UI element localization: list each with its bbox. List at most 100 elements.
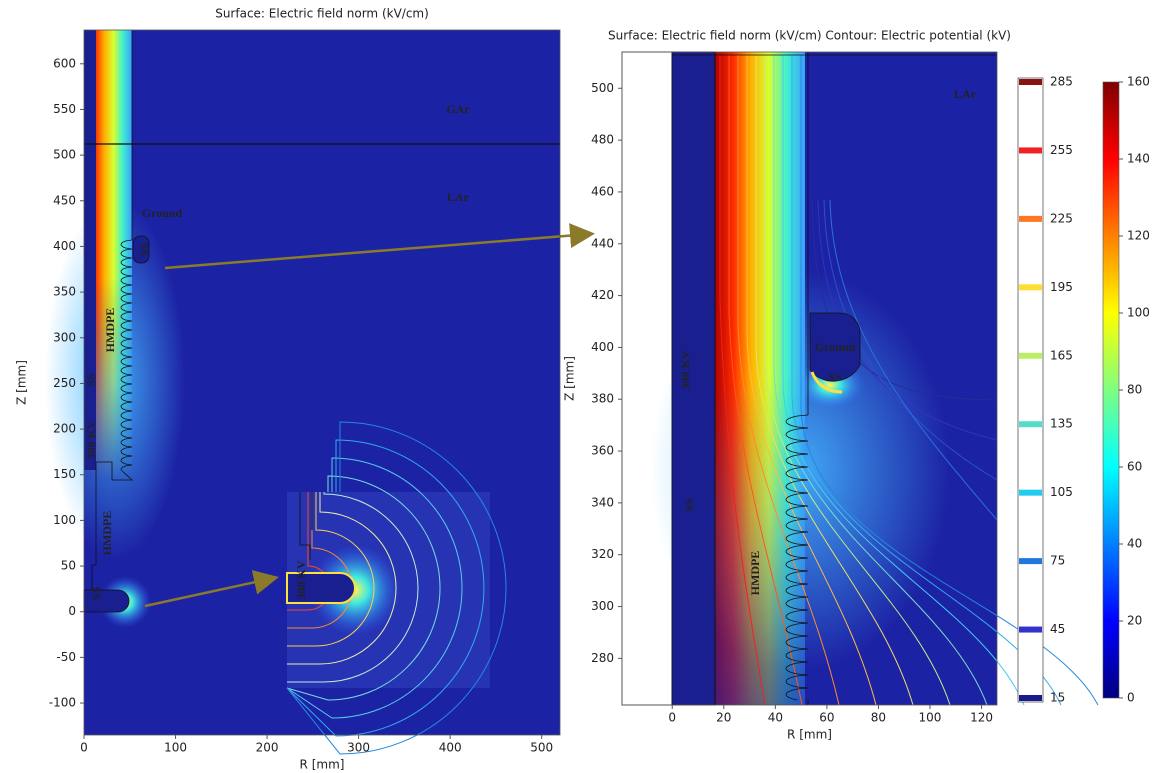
contour-level-label: 225 bbox=[1050, 211, 1073, 225]
colorbar-tick-label: 0 bbox=[1127, 691, 1135, 705]
annotation: LAr bbox=[447, 190, 470, 204]
colorbar-tick-label: 100 bbox=[1127, 306, 1150, 320]
contour-level bbox=[1019, 489, 1042, 496]
y-tick-label: 380 bbox=[591, 392, 614, 406]
annotation: 300 KV bbox=[678, 350, 692, 389]
annotation: HMDPE bbox=[103, 308, 117, 353]
y-tick-label: 50 bbox=[61, 559, 76, 573]
colorbar-tick-label: 60 bbox=[1127, 460, 1142, 474]
colorbar-tick-label: 160 bbox=[1127, 75, 1150, 89]
y-tick-label: 360 bbox=[591, 444, 614, 458]
inset-contour bbox=[287, 492, 375, 647]
contour-level bbox=[1019, 147, 1042, 154]
y-tick-label: 320 bbox=[591, 547, 614, 561]
contour-level bbox=[1019, 284, 1042, 291]
annotation: LAr bbox=[954, 87, 977, 101]
field-strip bbox=[715, 52, 805, 705]
x-tick-label: 80 bbox=[871, 711, 886, 725]
x-tick-label: 0 bbox=[80, 741, 88, 755]
inset-contour bbox=[287, 492, 419, 683]
chart-title: Surface: Electric field norm (kV/cm) bbox=[215, 7, 429, 21]
contour-level-label: 255 bbox=[1050, 143, 1073, 157]
colorbar-tick-label: 120 bbox=[1127, 229, 1150, 243]
contour-level bbox=[1019, 695, 1042, 701]
y-tick-label: 150 bbox=[53, 467, 76, 481]
hmdpe-outline bbox=[112, 239, 134, 481]
x-axis-label: R [mm] bbox=[300, 758, 345, 772]
y-tick-label: 440 bbox=[591, 236, 614, 250]
annotation: SS bbox=[84, 373, 98, 387]
contour-level bbox=[1019, 79, 1042, 85]
y-tick-label: 340 bbox=[591, 495, 614, 509]
y-tick-label: 460 bbox=[591, 184, 614, 198]
contour-level-label: 195 bbox=[1050, 280, 1073, 294]
annotation: 300 KV bbox=[294, 560, 308, 599]
hv-conductor bbox=[84, 30, 96, 470]
contour-line bbox=[773, 55, 988, 706]
y-axis-label: Z [mm] bbox=[15, 360, 29, 405]
inset-contour bbox=[286, 421, 507, 755]
y-tick-label: 480 bbox=[591, 133, 614, 147]
annotation: Ground bbox=[142, 206, 183, 220]
annotation: SS bbox=[682, 498, 696, 512]
y-tick-label: 420 bbox=[591, 288, 614, 302]
contour-level-label: 135 bbox=[1050, 417, 1073, 431]
annotation: 300 KV bbox=[84, 420, 98, 459]
x-tick-label: 200 bbox=[256, 741, 279, 755]
x-tick-label: 0 bbox=[668, 711, 676, 725]
arrow bbox=[164, 223, 595, 270]
y-tick-label: 280 bbox=[591, 651, 614, 665]
contour-legend bbox=[1017, 77, 1044, 703]
contour-line bbox=[755, 55, 914, 706]
annotation: HMDPE bbox=[748, 551, 762, 596]
y-tick-label: 300 bbox=[53, 330, 76, 344]
column-outline bbox=[672, 52, 997, 705]
plot-frame bbox=[83, 29, 561, 736]
x-tick-label: 120 bbox=[970, 711, 993, 725]
colorbar bbox=[1102, 81, 1120, 699]
contour-level bbox=[1019, 215, 1042, 222]
colorbar-tick-label: 80 bbox=[1127, 383, 1142, 397]
contour-level-label: 165 bbox=[1050, 348, 1073, 362]
inset-outline bbox=[299, 492, 313, 560]
x-axis-label: R [mm] bbox=[787, 728, 832, 742]
annotation: HMDPE bbox=[100, 511, 114, 556]
contour-line bbox=[737, 55, 840, 706]
x-tick-label: 40 bbox=[768, 711, 783, 725]
colorbar-tick-label: 40 bbox=[1127, 537, 1142, 551]
hv-electrode bbox=[83, 589, 130, 613]
chart-title: Surface: Electric field norm (kV/cm) Con… bbox=[608, 29, 1011, 43]
annotation: SS bbox=[137, 242, 151, 256]
contour-line bbox=[764, 55, 951, 706]
colorbar-tick-label: 140 bbox=[1127, 152, 1150, 166]
contour-level bbox=[1019, 626, 1042, 633]
annotation: SS bbox=[828, 370, 842, 384]
y-tick-label: 0 bbox=[68, 604, 76, 618]
annotation: Ground bbox=[815, 340, 856, 354]
ground-electrode bbox=[809, 312, 861, 382]
x-tick-label: 100 bbox=[164, 741, 187, 755]
inset-electrode bbox=[286, 572, 356, 604]
contour-line bbox=[728, 55, 803, 706]
y-tick-label: 500 bbox=[591, 81, 614, 95]
contour-level bbox=[1019, 558, 1042, 565]
annotation: SS bbox=[89, 586, 103, 600]
y-tick-label: 250 bbox=[53, 376, 76, 390]
y-tick-label: 500 bbox=[53, 148, 76, 162]
contour-level bbox=[1019, 421, 1042, 428]
contour-line bbox=[829, 199, 998, 521]
y-tick-label: 450 bbox=[53, 193, 76, 207]
y-tick-label: 350 bbox=[53, 285, 76, 299]
inset-contour bbox=[286, 457, 463, 719]
contour-line bbox=[800, 55, 1099, 706]
inset-contour bbox=[286, 439, 485, 737]
contour-level-label: 285 bbox=[1050, 75, 1073, 89]
y-tick-label: 200 bbox=[53, 422, 76, 436]
y-tick-label: -100 bbox=[49, 696, 76, 710]
y-tick-label: 400 bbox=[53, 239, 76, 253]
y-tick-label: 600 bbox=[53, 56, 76, 70]
hmdpe-outline bbox=[785, 414, 809, 701]
x-tick-label: 100 bbox=[919, 711, 942, 725]
y-tick-label: 550 bbox=[53, 102, 76, 116]
